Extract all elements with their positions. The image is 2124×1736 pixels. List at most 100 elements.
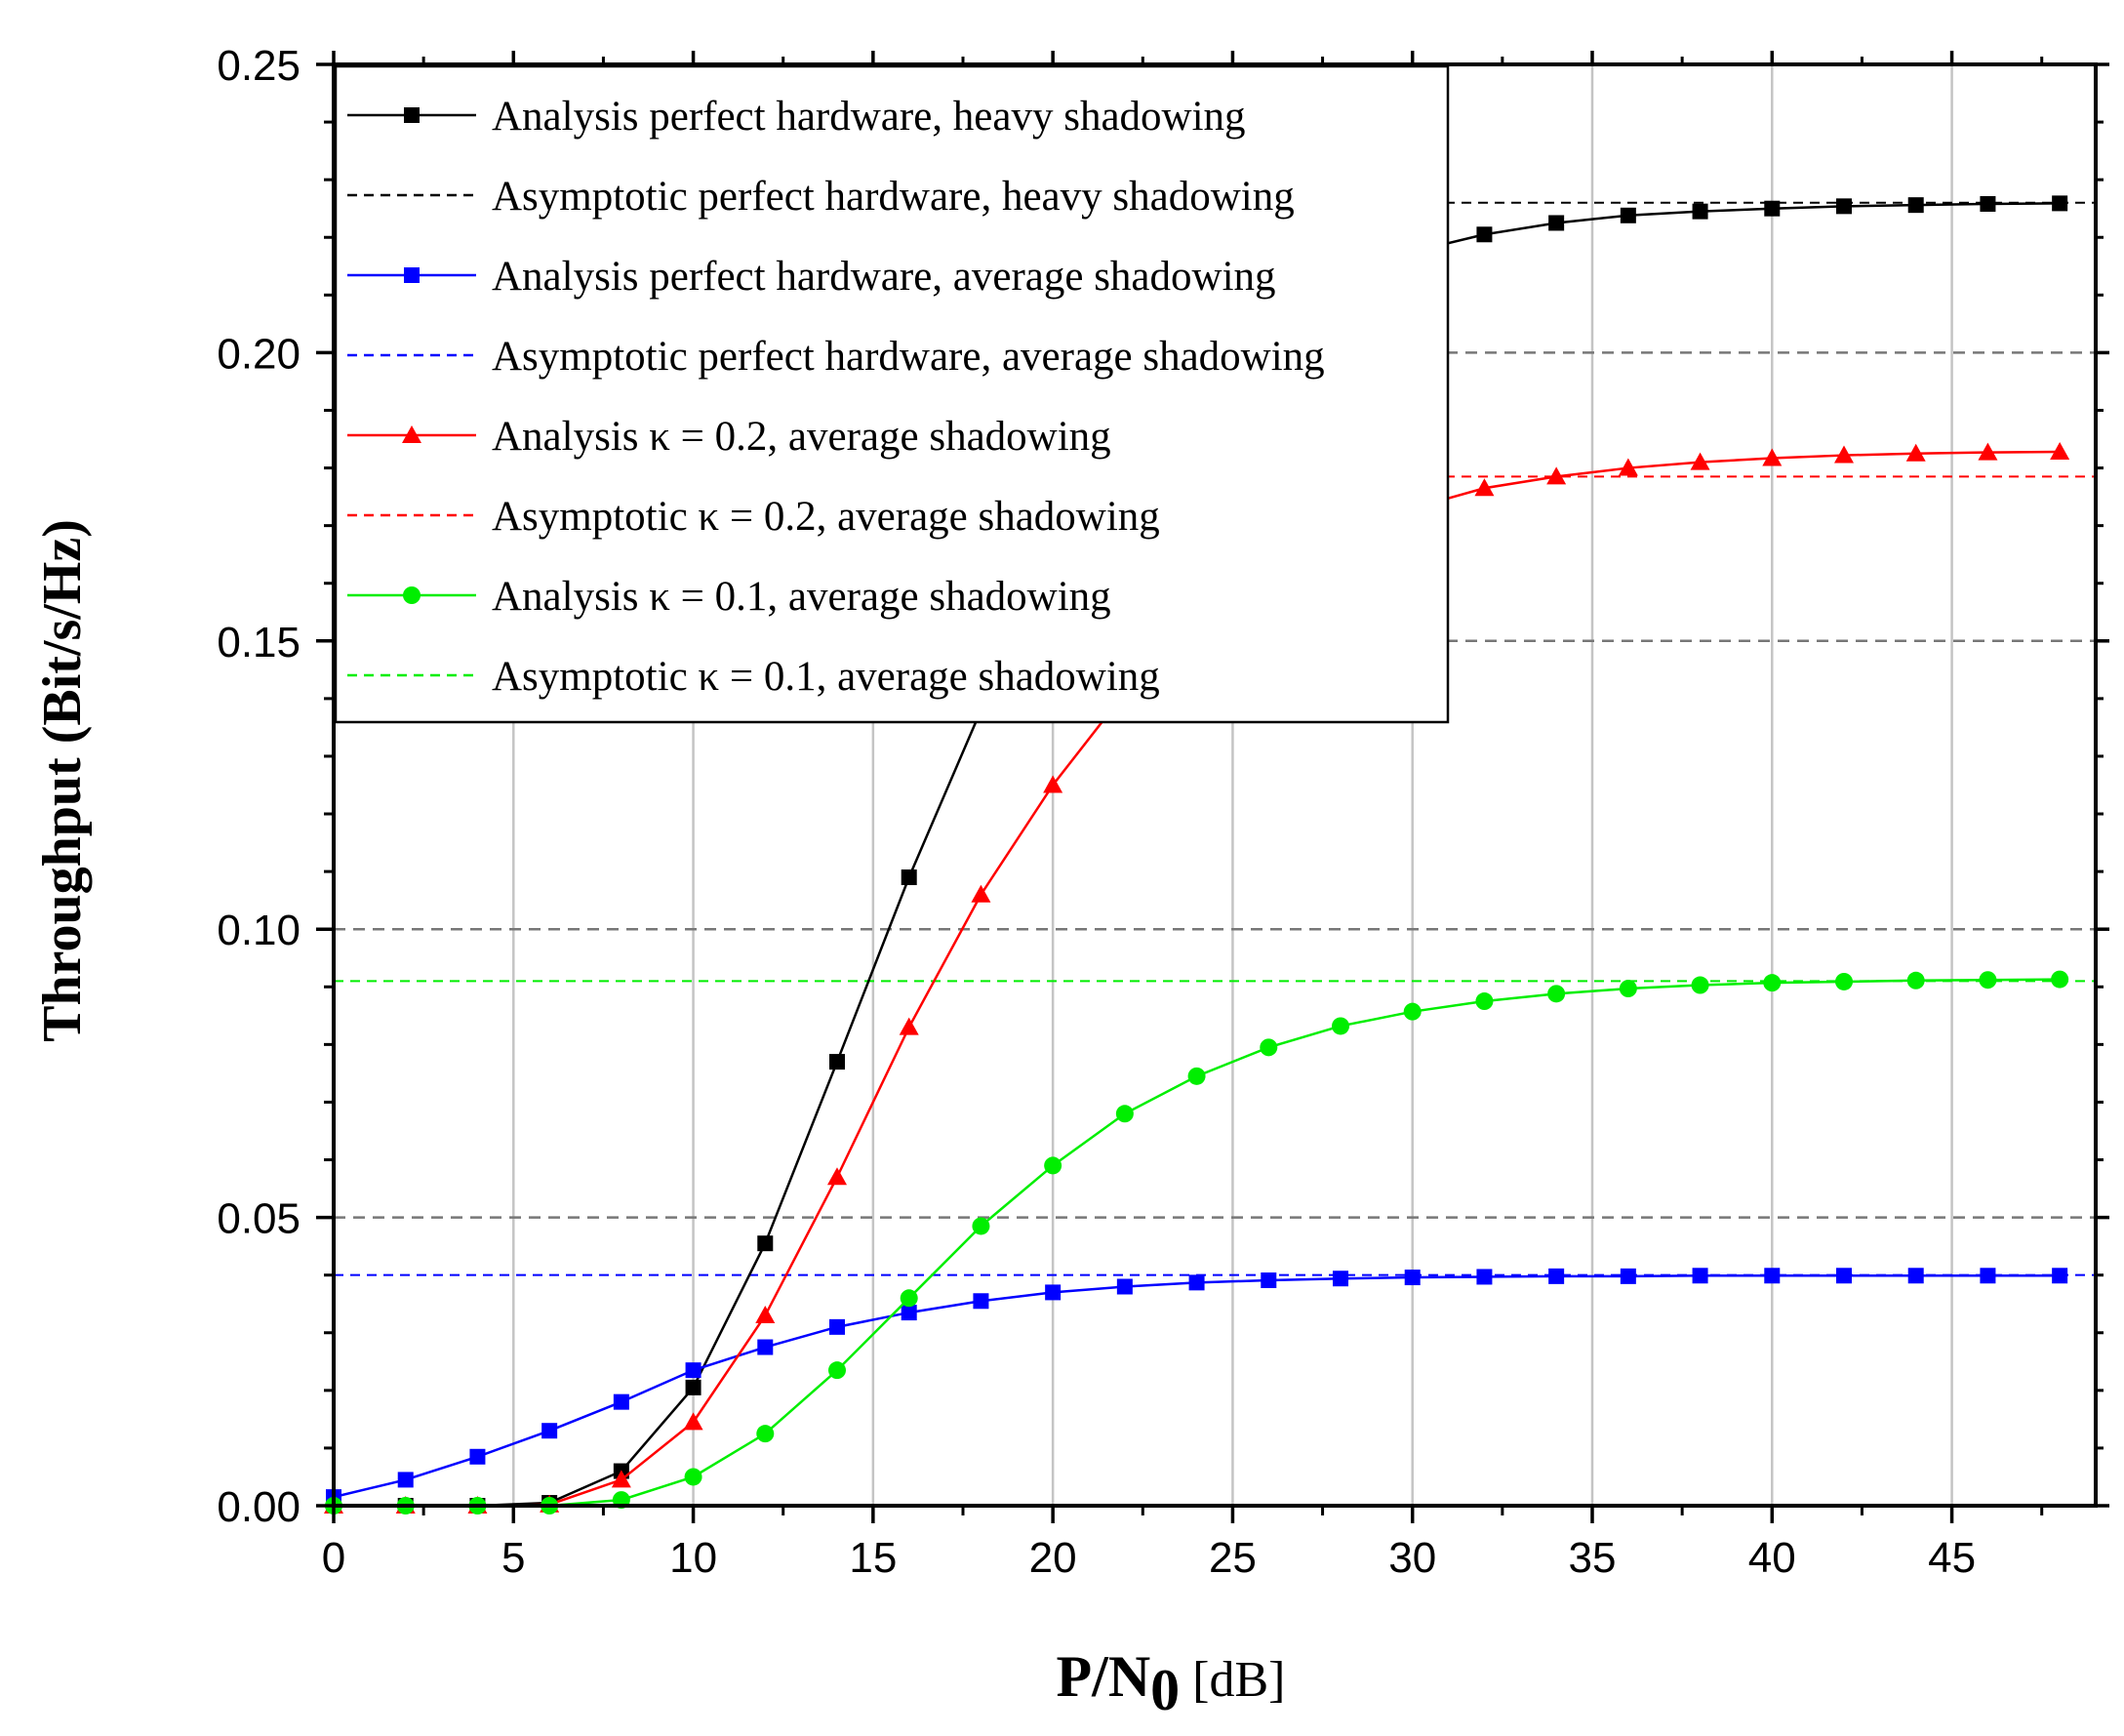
legend: Analysis perfect hardware, heavy shadowi… (334, 64, 1450, 724)
data-point-s0-21 (1836, 198, 1852, 215)
data-point-s0-24 (2052, 195, 2068, 212)
data-point-s6-5 (684, 1468, 702, 1486)
y-tick-label-5: 0.25 (217, 42, 301, 90)
data-point-s2-19 (1692, 1268, 1708, 1284)
data-point-s2-2 (469, 1448, 486, 1465)
data-point-s2-23 (1980, 1268, 1996, 1284)
x-axis-title-unit: [dB] (1180, 1652, 1285, 1708)
data-point-s2-13 (1261, 1272, 1277, 1288)
data-point-s2-18 (1620, 1268, 1636, 1284)
data-point-s2-11 (1116, 1278, 1133, 1295)
data-point-s2-17 (1548, 1268, 1565, 1284)
data-point-s2-6 (757, 1339, 774, 1355)
data-point-s2-12 (1188, 1274, 1205, 1291)
legend-label-3: Asymptotic perfect hardware, average sha… (492, 334, 1325, 380)
x-tick-label-7: 35 (1569, 1534, 1617, 1582)
legend-label-2: Analysis perfect hardware, average shado… (492, 254, 1276, 300)
x-tick-label-4: 20 (1029, 1534, 1077, 1582)
legend-swatch-marker-0 (404, 107, 420, 123)
data-point-s4-8 (899, 1017, 919, 1035)
data-point-s0-20 (1764, 200, 1781, 217)
data-point-s6-15 (1403, 1002, 1422, 1021)
data-point-s4-20 (1762, 448, 1783, 466)
data-point-s0-17 (1548, 215, 1565, 231)
y-tick-label-1: 0.05 (217, 1195, 301, 1243)
data-point-s4-6 (755, 1306, 776, 1324)
data-point-s0-18 (1620, 207, 1636, 223)
data-point-s6-7 (828, 1361, 846, 1380)
data-point-s6-14 (1332, 1017, 1349, 1035)
x-axis-title-subscript: 0 (1150, 1658, 1180, 1722)
data-point-s4-16 (1474, 478, 1495, 497)
data-point-s6-22 (1906, 971, 1925, 989)
y-tick-label-3: 0.15 (217, 619, 301, 666)
y-tick-label-4: 0.20 (217, 330, 301, 378)
data-point-s6-13 (1260, 1038, 1278, 1057)
legend-label-7: Asymptotic κ = 0.1, average shadowing (492, 654, 1160, 700)
x-tick-label-3: 15 (849, 1534, 897, 1582)
data-point-s4-23 (1978, 442, 1998, 461)
data-point-s2-4 (613, 1393, 629, 1410)
legend-box (334, 64, 1450, 724)
data-point-s4-4 (611, 1470, 631, 1488)
data-point-s2-15 (1404, 1270, 1421, 1286)
data-point-s0-19 (1692, 203, 1708, 220)
data-point-s2-1 (397, 1472, 414, 1488)
data-point-s2-7 (829, 1318, 845, 1335)
x-tick-label-0: 0 (322, 1534, 345, 1582)
data-point-s6-8 (900, 1289, 918, 1308)
x-axis-title-main: P/N (1057, 1644, 1151, 1709)
x-tick-label-5: 25 (1209, 1534, 1257, 1582)
data-point-s4-21 (1834, 445, 1854, 464)
data-point-s2-10 (1045, 1284, 1062, 1301)
legend-label-6: Analysis κ = 0.1, average shadowing (492, 574, 1111, 620)
data-point-s6-24 (2051, 970, 2069, 989)
y-tick-label-0: 0.00 (217, 1483, 301, 1531)
data-point-s4-24 (2050, 442, 2070, 461)
data-point-s0-5 (685, 1379, 701, 1395)
data-point-s0-22 (1907, 197, 1924, 214)
legend-label-0: Analysis perfect hardware, heavy shadowi… (492, 94, 1246, 140)
data-point-s0-23 (1980, 195, 1996, 212)
legend-swatch-marker-2 (404, 267, 420, 283)
data-point-s6-12 (1187, 1067, 1206, 1085)
x-axis-title: P/N0 [dB] (1057, 1644, 1286, 1722)
data-point-s2-5 (685, 1362, 701, 1379)
data-point-s6-19 (1691, 976, 1709, 994)
axes: 0 5 10 15 20 25 30 35 40 45 0.00 0.05 0.10 0.15 0.20 0.… (217, 42, 2109, 1582)
data-point-s4-5 (683, 1412, 703, 1431)
data-point-s6-17 (1547, 985, 1566, 1003)
data-point-s4-9 (971, 884, 991, 903)
data-point-s4-19 (1690, 452, 1710, 470)
x-tick-label-8: 40 (1748, 1534, 1796, 1582)
data-point-s4-17 (1546, 466, 1567, 485)
data-point-s4-22 (1905, 443, 1926, 462)
x-tick-label-2: 10 (669, 1534, 717, 1582)
data-point-s0-6 (757, 1235, 774, 1252)
data-point-s2-22 (1907, 1268, 1924, 1284)
x-tick-label-1: 5 (501, 1534, 525, 1582)
legend-label-5: Asymptotic κ = 0.2, average shadowing (492, 494, 1160, 540)
data-point-s2-16 (1476, 1269, 1493, 1285)
data-point-s4-10 (1043, 775, 1063, 793)
data-point-s6-11 (1115, 1105, 1134, 1123)
data-point-s2-14 (1333, 1271, 1348, 1287)
data-point-s6-21 (1835, 972, 1853, 990)
y-axis-title: Throughput (Bit/s/Hz) (32, 519, 93, 1042)
legend-swatch-marker-4 (402, 425, 421, 443)
data-point-s6-23 (1979, 971, 1997, 989)
data-point-s2-9 (973, 1293, 989, 1310)
data-point-s2-3 (541, 1423, 558, 1439)
data-point-s0-7 (829, 1054, 845, 1070)
data-point-s6-16 (1475, 992, 1494, 1011)
data-point-s6-20 (1763, 974, 1782, 992)
legend-swatch-marker-6 (403, 586, 421, 604)
plot-frame (332, 62, 2098, 1508)
data-point-s2-8 (901, 1305, 917, 1321)
data-point-s0-16 (1476, 226, 1493, 243)
legend-label-1: Asymptotic perfect hardware, heavy shado… (492, 174, 1295, 220)
data-point-s4-7 (827, 1167, 847, 1186)
legend-label-4: Analysis κ = 0.2, average shadowing (492, 414, 1111, 460)
data-point-s6-9 (972, 1217, 990, 1235)
